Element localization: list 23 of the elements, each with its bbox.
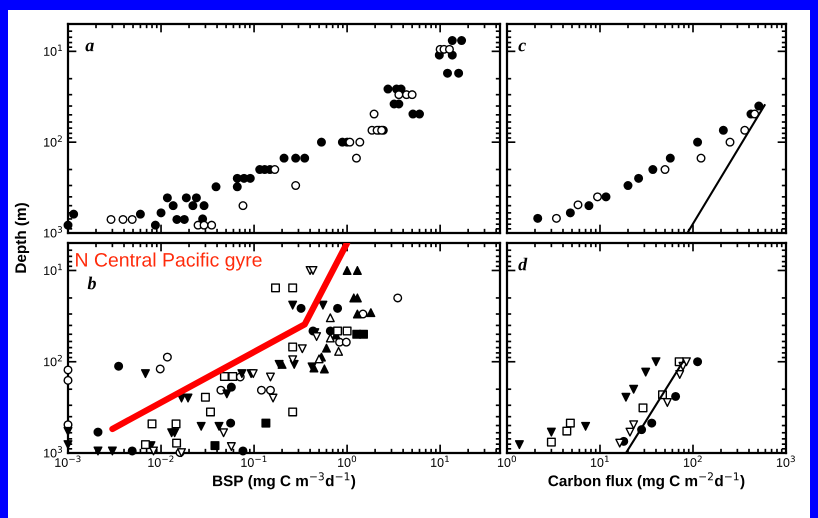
x-tick-label: 10$^{−2}$ [148,456,174,467]
y-tick-label: 10$^{1}$ [44,44,62,56]
x-tick-label: 10$^{0}$ [498,456,516,467]
annotation: a [85,42,94,52]
annotation: d [518,258,528,270]
y-tick-label: 10$^{3}$ [44,226,62,238]
x-axis-title: Carbon flux (mg C m$^{−2}$d$^{−1}$) [548,472,744,490]
x-axis-title: BSP (mg C m$^{−3}$d$^{−1}$) [213,472,356,490]
x-tick-label: 10$^{1}$ [431,456,449,467]
x-tick-label: 10$^{−1}$ [241,456,266,467]
y-tick-label: 10$^{3}$ [44,446,62,458]
y-tick-label: 10$^{1}$ [44,264,62,276]
x-tick-label: 10$^{1}$ [590,456,609,467]
x-tick-label: 10$^{2}$ [684,456,702,467]
annotation: N Central Pacific gyre [76,252,262,271]
x-tick-label: 10$^{0}$ [338,456,356,467]
x-tick-label: 10$^{3}$ [776,456,795,467]
y-tick-label: 10$^{2}$ [44,135,62,147]
annotation: b [88,276,96,290]
annotation: c [518,42,526,52]
y-tick-label: 10$^{2}$ [44,354,62,366]
y-axis-title: Depth (m) [14,203,30,273]
x-tick-label: 10$^{−3}$ [55,456,81,467]
